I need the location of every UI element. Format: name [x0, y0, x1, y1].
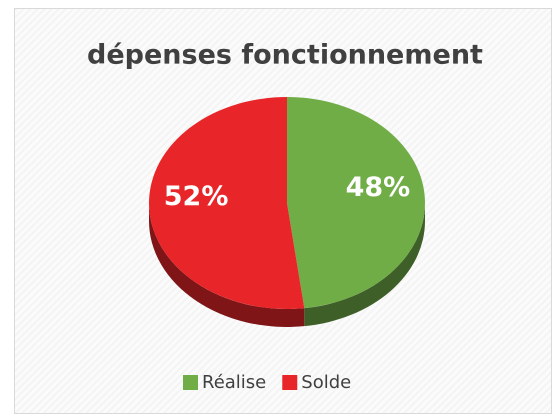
- legend-swatch: [183, 375, 198, 390]
- pie-slice: [149, 97, 305, 309]
- pie-side: [304, 203, 425, 327]
- legend-label: Solde: [301, 372, 351, 393]
- pie-slice: [287, 97, 426, 309]
- legend-swatch: [282, 375, 298, 390]
- chart-title: dépenses fonctionnement: [87, 40, 483, 71]
- legend-label: Réalise: [202, 372, 266, 393]
- data-label: 48%: [346, 172, 411, 203]
- data-label: 52%: [164, 181, 229, 212]
- pie-side: [149, 203, 305, 328]
